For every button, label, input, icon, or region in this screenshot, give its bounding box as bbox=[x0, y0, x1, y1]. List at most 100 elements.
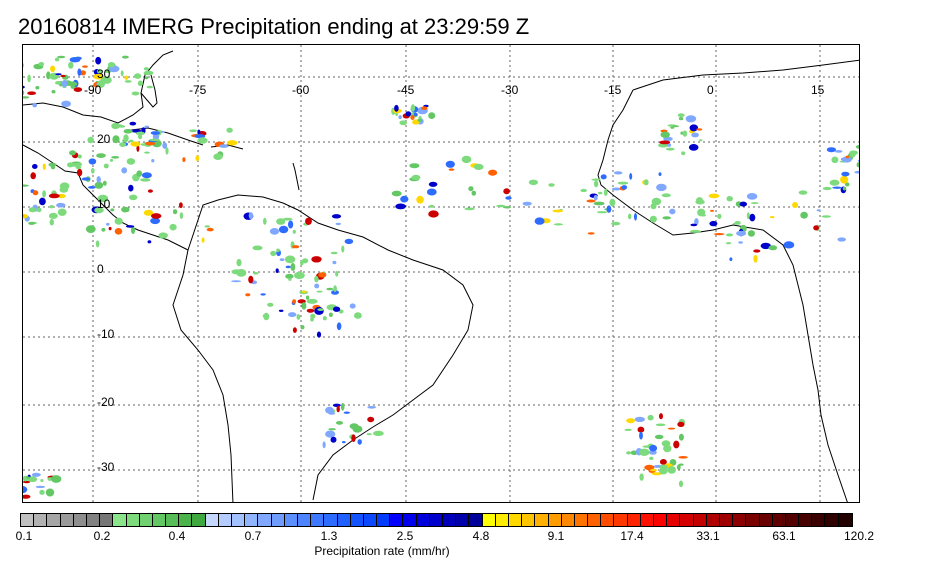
precipitation-cell bbox=[831, 156, 839, 164]
colorbar-cell bbox=[746, 514, 760, 526]
precipitation-cell bbox=[28, 221, 35, 225]
precipitation-cell bbox=[367, 405, 377, 409]
precipitation-cell bbox=[306, 298, 318, 304]
precipitation-cell bbox=[236, 269, 247, 277]
precipitation-cell bbox=[670, 126, 675, 129]
colorbar-cell bbox=[482, 514, 496, 526]
colorbar-cell bbox=[785, 514, 800, 526]
colorbar-tick-label: 63.1 bbox=[772, 529, 796, 543]
precipitation-cell bbox=[800, 211, 808, 219]
colorbar-cell bbox=[456, 514, 470, 526]
colorbar-cell bbox=[812, 514, 826, 526]
precipitation-cell bbox=[708, 193, 720, 199]
precipitation-cell bbox=[59, 186, 69, 193]
colorbar-tick-label: 0.2 bbox=[93, 529, 111, 543]
longitude-label: -60 bbox=[292, 83, 310, 97]
colorbar-cell bbox=[271, 514, 285, 526]
precipitation-cell bbox=[70, 84, 75, 89]
precipitation-cell bbox=[637, 426, 645, 433]
colorbar-cell bbox=[469, 514, 483, 526]
precipitation-cell bbox=[27, 74, 31, 83]
precipitation-cell bbox=[94, 207, 104, 214]
precipitation-cell bbox=[694, 218, 699, 226]
precipitation-cell bbox=[121, 167, 128, 174]
colorbar-cell bbox=[179, 514, 193, 526]
precipitation-cell bbox=[285, 273, 294, 279]
precipitation-cell bbox=[112, 135, 120, 144]
precipitation-cell bbox=[322, 316, 327, 321]
precipitation-cell bbox=[172, 209, 178, 215]
precipitation-cell bbox=[394, 104, 399, 112]
precipitation-cell bbox=[40, 479, 44, 482]
precipitation-cell bbox=[418, 119, 422, 122]
precipitation-cell bbox=[685, 115, 697, 123]
precipitation-cell bbox=[663, 444, 672, 453]
precipitation-cell bbox=[753, 249, 761, 253]
precipitation-cell bbox=[822, 186, 832, 191]
precipitation-cell bbox=[336, 322, 342, 331]
precipitation-cell bbox=[42, 190, 46, 198]
precipitation-cell bbox=[639, 431, 643, 440]
latitude-label: -20 bbox=[97, 395, 115, 409]
colorbar-cell bbox=[416, 514, 430, 526]
precipitation-cell bbox=[325, 430, 336, 438]
precipitation-cell bbox=[332, 260, 337, 265]
precipitation-cell bbox=[461, 155, 472, 164]
colorbar-cell bbox=[561, 514, 575, 526]
colorbar-cell bbox=[363, 514, 378, 526]
colorbar-cell bbox=[126, 514, 140, 526]
precipitation-cell bbox=[841, 171, 850, 177]
precipitation-cell bbox=[96, 176, 101, 183]
precipitation-cell bbox=[662, 216, 671, 220]
colorbar-label: Precipitation rate (mm/hr) bbox=[314, 544, 450, 558]
precipitation-cell bbox=[23, 214, 29, 219]
precipitation-cell bbox=[609, 198, 616, 207]
precipitation-cell bbox=[311, 256, 322, 263]
precipitation-cell bbox=[61, 100, 71, 107]
precipitation-cell bbox=[144, 76, 149, 80]
precipitation-cell bbox=[522, 201, 532, 206]
colorbar-cell bbox=[73, 514, 87, 526]
precipitation-cell bbox=[314, 283, 320, 289]
precipitation-cell bbox=[667, 427, 676, 430]
precipitation-cell bbox=[137, 80, 143, 87]
colorbar-cell bbox=[654, 514, 668, 526]
colorbar-cell bbox=[258, 514, 272, 526]
precipitation-cell bbox=[445, 160, 455, 168]
precipitation-cell bbox=[696, 128, 703, 131]
coastline-lesser-antilles bbox=[292, 162, 300, 191]
precipitation-cell bbox=[55, 81, 62, 85]
precipitation-cell bbox=[290, 263, 296, 271]
precipitation-cell bbox=[649, 456, 654, 460]
precipitation-cell bbox=[746, 212, 750, 220]
precipitation-cell bbox=[322, 441, 326, 449]
precipitation-cell bbox=[428, 112, 436, 119]
colorbar-cell bbox=[614, 514, 628, 526]
precipitation-cell bbox=[340, 402, 345, 411]
precipitation-cell bbox=[114, 228, 123, 235]
precipitation-cell bbox=[46, 71, 51, 80]
precipitation-cell bbox=[55, 73, 62, 76]
precipitation-cell bbox=[75, 56, 82, 60]
precipitation-cell bbox=[136, 144, 140, 152]
precipitation-cell bbox=[656, 183, 667, 192]
colorbar-cell bbox=[60, 514, 74, 526]
precipitation-cell bbox=[226, 140, 238, 146]
precipitation-cell bbox=[129, 194, 138, 201]
precipitation-cell bbox=[316, 331, 322, 338]
precipitation-cell bbox=[106, 222, 110, 226]
precipitation-cell bbox=[749, 213, 756, 222]
precipitation-cell bbox=[28, 208, 33, 211]
precipitation-cell bbox=[77, 68, 82, 76]
precipitation-cell bbox=[141, 172, 152, 179]
precipitation-cell bbox=[832, 186, 842, 189]
colorbar-cell bbox=[627, 514, 641, 526]
precipitation-cell bbox=[131, 226, 136, 234]
precipitation-cell bbox=[587, 232, 595, 235]
precipitation-cell bbox=[134, 73, 142, 79]
latitude-label: -30 bbox=[97, 460, 115, 474]
precipitation-cell bbox=[413, 112, 418, 117]
precipitation-cell bbox=[695, 199, 705, 205]
precipitation-cell bbox=[252, 245, 263, 251]
precipitation-cell bbox=[729, 257, 733, 261]
